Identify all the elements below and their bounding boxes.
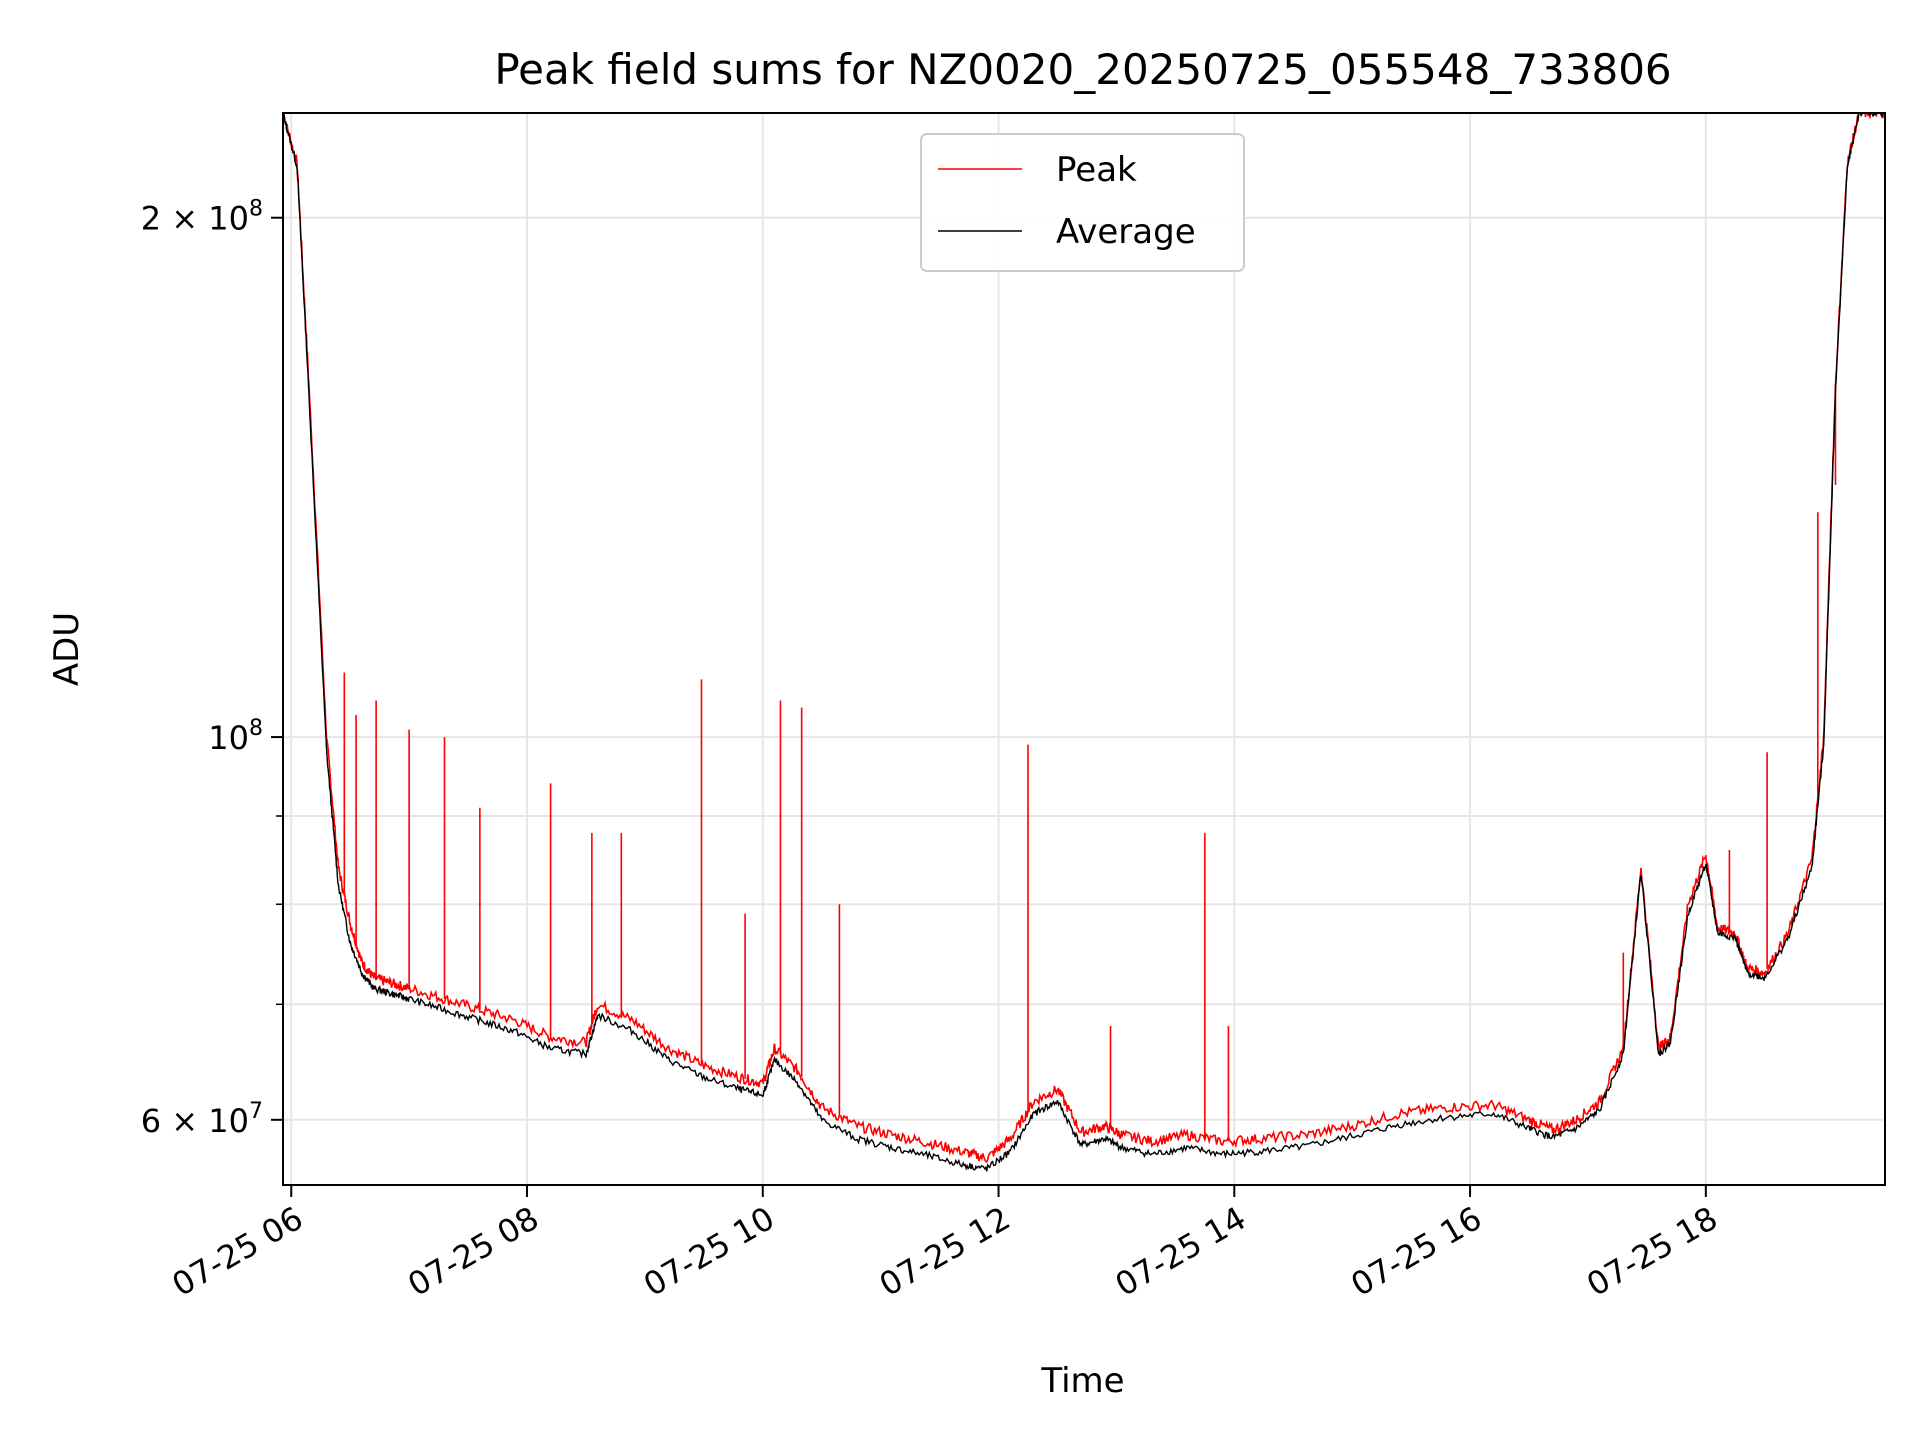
series-layer xyxy=(283,113,1885,1172)
chart-title: Peak field sums for NZ0020_20250725_0555… xyxy=(494,45,1671,94)
series-line-average xyxy=(283,113,1885,1172)
y-tick-label: 108 xyxy=(208,716,263,757)
legend-label-average: Average xyxy=(1056,212,1196,252)
y-axis: 6 × 107 108 2 × 108 xyxy=(141,197,283,1140)
y-tick-label: 2 × 108 xyxy=(141,197,263,238)
y-tick-label: 6 × 107 xyxy=(141,1099,263,1140)
plot-frame xyxy=(282,112,1886,1186)
x-axis-label: Time xyxy=(1040,1361,1124,1401)
y-axis-label: ADU xyxy=(47,612,87,686)
legend: Peak Average xyxy=(920,133,1245,272)
legend-label-peak: Peak xyxy=(1056,150,1137,190)
